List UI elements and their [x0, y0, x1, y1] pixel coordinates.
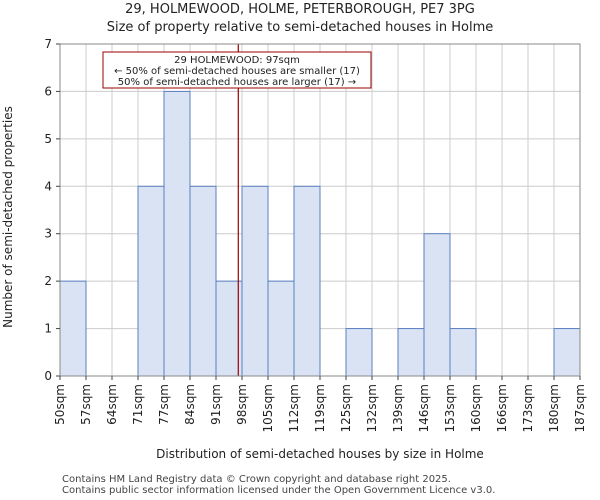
- x-tick-label: 139sqm: [391, 384, 405, 432]
- histogram-bar: [189, 185, 217, 377]
- x-tick-label: 180sqm: [547, 384, 561, 432]
- x-tick-label: 160sqm: [469, 384, 483, 432]
- histogram-bar: [267, 280, 295, 377]
- histogram-bar: [59, 280, 87, 377]
- histogram-bar: [293, 185, 321, 377]
- x-tick-label: 91sqm: [209, 384, 223, 425]
- histogram-bar: [449, 328, 477, 377]
- y-tick-label: 1: [44, 322, 52, 336]
- x-tick-label: 77sqm: [157, 384, 171, 425]
- x-tick-label: 57sqm: [79, 384, 93, 425]
- x-tick-label: 71sqm: [131, 384, 145, 425]
- annotation-box: [102, 51, 372, 89]
- y-tick-label: 0: [44, 369, 52, 383]
- y-tick-label: 6: [44, 84, 52, 98]
- histogram-bar: [163, 90, 191, 377]
- x-tick-label: 64sqm: [105, 384, 119, 425]
- histogram-bar: [553, 328, 581, 377]
- annotation-line: 29 HOLMEWOOD: 97sqm: [174, 55, 300, 66]
- x-tick-label: 153sqm: [443, 384, 457, 432]
- x-tick-label: 125sqm: [339, 384, 353, 432]
- histogram-bar: [397, 328, 425, 377]
- x-tick-label: 105sqm: [261, 384, 275, 432]
- y-tick-label: 4: [44, 179, 52, 193]
- histogram-bar: [241, 185, 269, 377]
- x-tick-label: 112sqm: [287, 384, 301, 432]
- x-tick-label: 132sqm: [365, 384, 379, 432]
- y-tick-label: 7: [44, 37, 52, 51]
- annotation-line: 50% of semi-detached houses are larger (…: [118, 77, 356, 88]
- x-tick-label: 84sqm: [183, 384, 197, 425]
- chart-subtitle: Size of property relative to semi-detach…: [106, 20, 494, 35]
- histogram-bar: [345, 328, 373, 377]
- footer-copyright: Contains HM Land Registry data © Crown c…: [62, 474, 451, 485]
- x-tick-label: 187sqm: [573, 384, 587, 432]
- footer-licence: Contains public sector information licen…: [62, 485, 496, 496]
- x-axis-label: Distribution of semi-detached houses by …: [156, 447, 484, 461]
- x-tick-label: 146sqm: [417, 384, 431, 432]
- x-tick-label: 98sqm: [235, 384, 249, 425]
- annotation-line: ← 50% of semi-detached houses are smalle…: [114, 66, 360, 77]
- x-tick-label: 119sqm: [313, 384, 327, 432]
- y-tick-label: 5: [44, 132, 52, 146]
- x-tick-label: 173sqm: [521, 384, 535, 432]
- histogram-bar: [137, 185, 165, 377]
- chart-title: 29, HOLMEWOOD, HOLME, PETERBOROUGH, PE7 …: [125, 2, 475, 17]
- y-tick-label: 3: [44, 227, 52, 241]
- x-tick-label: 50sqm: [53, 384, 67, 425]
- y-axis-label: Number of semi-detached properties: [1, 106, 15, 328]
- histogram-bar: [423, 233, 451, 377]
- y-tick-label: 2: [44, 274, 52, 288]
- x-tick-label: 166sqm: [495, 384, 509, 432]
